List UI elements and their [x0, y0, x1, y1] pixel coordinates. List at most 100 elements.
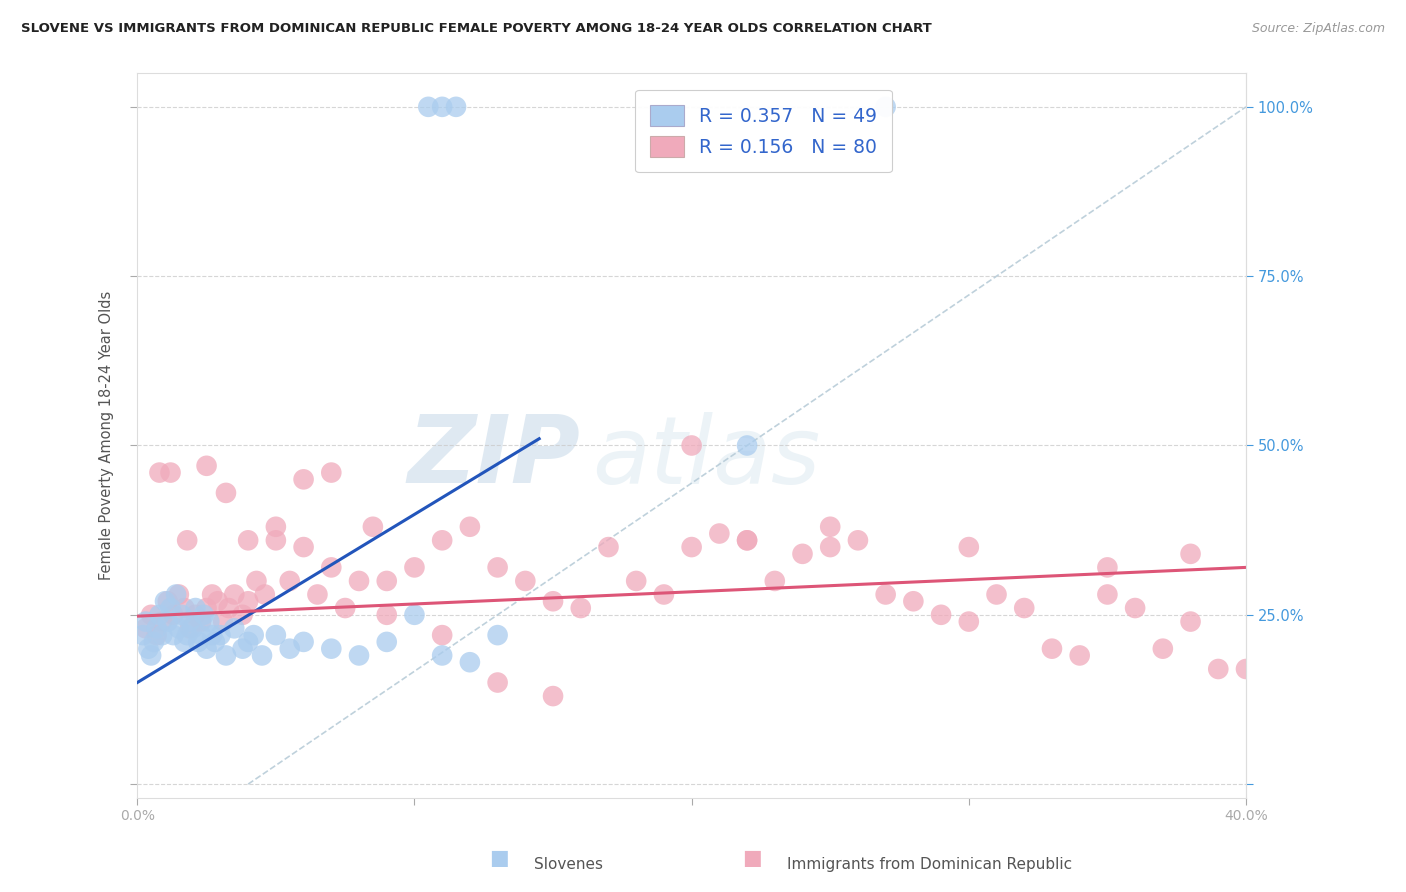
Point — [176, 628, 198, 642]
Point — [515, 574, 537, 588]
Point — [430, 100, 453, 114]
Text: ZIP: ZIP — [408, 411, 581, 503]
Point — [156, 615, 179, 629]
Point — [735, 438, 758, 452]
Point — [430, 533, 453, 548]
Point — [681, 540, 703, 554]
Point — [150, 615, 173, 629]
Text: ■: ■ — [489, 848, 509, 868]
Point — [957, 615, 980, 629]
Point — [184, 601, 207, 615]
Point — [209, 628, 232, 642]
Point — [181, 621, 204, 635]
Point — [212, 615, 235, 629]
Point — [148, 607, 170, 622]
Point — [735, 533, 758, 548]
Text: atlas: atlas — [592, 411, 820, 502]
Point — [195, 458, 218, 473]
Point — [207, 594, 229, 608]
Point — [195, 601, 218, 615]
Point — [245, 574, 267, 588]
Text: Source: ZipAtlas.com: Source: ZipAtlas.com — [1251, 22, 1385, 36]
Point — [224, 587, 246, 601]
Point — [1097, 560, 1119, 574]
Point — [541, 689, 564, 703]
Point — [139, 648, 162, 663]
Point — [242, 628, 264, 642]
Point — [321, 466, 343, 480]
Point — [361, 520, 384, 534]
Point — [1206, 662, 1229, 676]
Point — [375, 635, 398, 649]
Point — [215, 486, 238, 500]
Point — [264, 520, 287, 534]
Text: Immigrants from Dominican Republic: Immigrants from Dominican Republic — [787, 857, 1073, 872]
Point — [307, 587, 329, 601]
Point — [278, 641, 301, 656]
Point — [1152, 641, 1174, 656]
Point — [145, 621, 167, 635]
Point — [253, 587, 276, 601]
Point — [156, 594, 179, 608]
Point — [569, 601, 592, 615]
Point — [135, 615, 157, 629]
Point — [278, 574, 301, 588]
Point — [264, 533, 287, 548]
Point — [957, 540, 980, 554]
Point — [292, 635, 315, 649]
Text: Slovenes: Slovenes — [534, 857, 603, 872]
Point — [201, 628, 224, 642]
Point — [232, 641, 254, 656]
Legend: R = 0.357   N = 49, R = 0.156   N = 80: R = 0.357 N = 49, R = 0.156 N = 80 — [636, 89, 891, 172]
Point — [929, 607, 952, 622]
Point — [1097, 587, 1119, 601]
Point — [184, 607, 207, 622]
Point — [875, 587, 897, 601]
Point — [204, 635, 226, 649]
Point — [986, 587, 1008, 601]
Point — [418, 100, 440, 114]
Point — [159, 466, 181, 480]
Point — [139, 607, 162, 622]
Point — [187, 635, 209, 649]
Point — [1180, 615, 1202, 629]
Point — [167, 587, 190, 601]
Point — [430, 628, 453, 642]
Point — [321, 641, 343, 656]
Point — [145, 628, 167, 642]
Point — [404, 560, 426, 574]
Point — [218, 601, 240, 615]
Point — [190, 615, 212, 629]
Point — [735, 533, 758, 548]
Point — [167, 621, 190, 635]
Point — [142, 635, 165, 649]
Point — [598, 540, 620, 554]
Point — [624, 574, 647, 588]
Point — [232, 607, 254, 622]
Point — [224, 621, 246, 635]
Point — [264, 628, 287, 642]
Point — [148, 466, 170, 480]
Point — [132, 628, 155, 642]
Y-axis label: Female Poverty Among 18-24 Year Olds: Female Poverty Among 18-24 Year Olds — [100, 291, 114, 580]
Point — [176, 533, 198, 548]
Point — [652, 587, 675, 601]
Point — [190, 628, 212, 642]
Point — [179, 615, 201, 629]
Point — [215, 648, 238, 663]
Point — [404, 607, 426, 622]
Point — [875, 100, 897, 114]
Point — [159, 601, 181, 615]
Point — [792, 547, 814, 561]
Point — [195, 641, 218, 656]
Point — [236, 594, 259, 608]
Point — [165, 587, 187, 601]
Point — [347, 648, 370, 663]
Point — [153, 594, 176, 608]
Point — [1012, 601, 1035, 615]
Text: ■: ■ — [742, 848, 762, 868]
Text: SLOVENE VS IMMIGRANTS FROM DOMINICAN REPUBLIC FEMALE POVERTY AMONG 18-24 YEAR OL: SLOVENE VS IMMIGRANTS FROM DOMINICAN REP… — [21, 22, 932, 36]
Point — [1040, 641, 1063, 656]
Point — [486, 675, 509, 690]
Point — [135, 621, 157, 635]
